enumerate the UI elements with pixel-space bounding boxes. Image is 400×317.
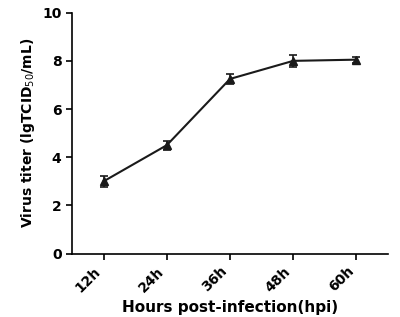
Y-axis label: Virus titer (lgTCID$_{50}$/mL): Virus titer (lgTCID$_{50}$/mL) [19,38,37,228]
X-axis label: Hours post-infection(hpi): Hours post-infection(hpi) [122,300,338,315]
